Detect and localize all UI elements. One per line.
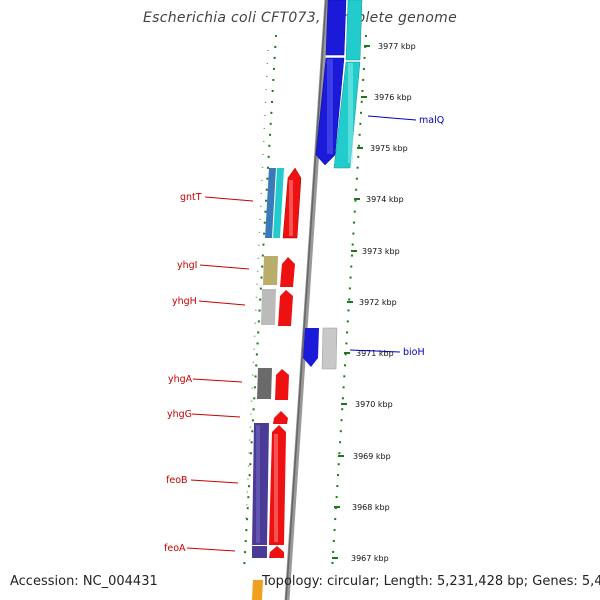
reverse-gene-labels [349,115,417,353]
gene-label-yhgG: yhgG [167,409,192,420]
scale-label: 3976 kbp [374,93,412,102]
gene-block-gntT-steel [265,168,276,238]
scale-label: 3973 kbp [362,247,400,256]
gene-arrow-yhgA [275,369,289,400]
gene-label-feoB: feoB [166,475,188,486]
scale-label: 3967 kbp [351,554,389,563]
scale-label: 3974 kbp [366,195,404,204]
scale-label: 3975 kbp [370,144,408,153]
forward-gene-labels [186,196,254,552]
scale-label: 3970 kbp [355,400,393,409]
gene-arrow-malQ [315,57,345,166]
outer-ring-right [331,34,367,571]
accession-text: Accession: NC_004431 [10,574,158,589]
gene-block-yhgI-olive [263,256,278,285]
inner-ring-left [245,49,269,521]
scale-label: 3971 kbp [356,349,394,358]
gene-arrow-feoA [269,546,284,558]
gene-block-orange [252,580,263,600]
gene-arrow-yhgG [273,411,288,424]
gene-label-gntT: gntT [180,192,202,203]
scale-ticks [332,45,370,559]
map-title: Escherichia coli CFT073, complete genome [143,10,457,26]
outer-ring-left [243,34,277,571]
gene-arrow-yhgI [280,257,295,287]
genome-backbone-shade [285,0,327,600]
scale-label: 3968 kbp [352,503,390,512]
gene-block-feoB-purple [252,423,269,545]
gene-block-bioH-gray [321,327,338,370]
scale-label: 3969 kbp [353,452,391,461]
genome-summary-text: Topology: circular; Length: 5,231,428 bp… [262,574,600,589]
gene-label-malQ: malQ [419,115,444,126]
gene-label-bioH: bioH [403,347,425,358]
gene-block-yhgA-dark [257,368,272,399]
gene-arrow-malQ-top [325,0,347,56]
gene-label-yhgI: yhgI [177,260,197,271]
genome-backbone [284,0,330,600]
gene-arrow-yhgH [278,290,293,326]
gene-block-gntT-cyan [273,168,284,238]
scale-label: 3972 kbp [359,298,397,307]
gene-label-yhgH: yhgH [172,296,197,307]
gene-block-yhgH-gray [261,289,276,325]
scale-label: 3977 kbp [378,42,416,51]
gene-arrow-cyan [333,61,361,169]
gene-label-yhgA: yhgA [168,374,193,385]
gene-arrow-cyan-top [345,0,363,61]
gene-arrow-bioH [303,328,319,367]
gene-label-feoA: feoA [164,543,186,554]
scale-labels: 3977 kbp 3976 kbp 3975 kbp 3974 kbp 3973… [351,42,416,563]
